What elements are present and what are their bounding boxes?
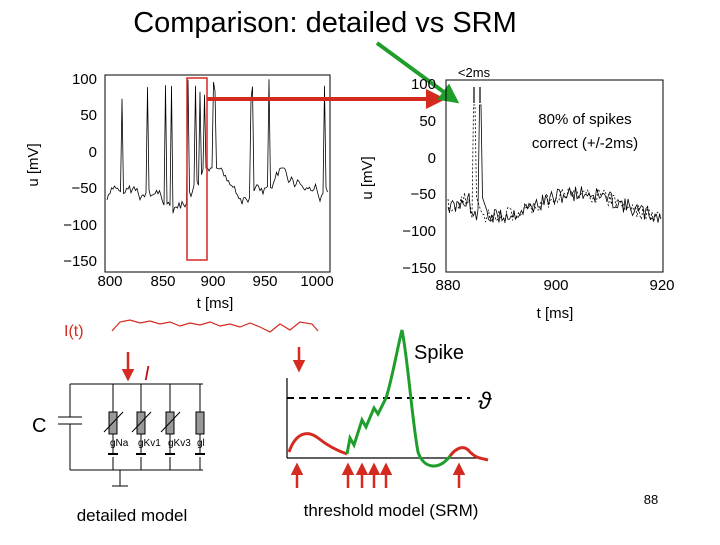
left-xlabel: t [ms] [197, 295, 234, 312]
psp-decay-curve [287, 432, 348, 456]
srm-diagram: ϑ [286, 329, 492, 488]
right-ytick-minus50: −50 [411, 186, 436, 203]
left-ytick-100: 100 [72, 71, 97, 88]
right-xtick-900: 900 [543, 277, 568, 294]
right-xtick-920: 920 [649, 277, 674, 294]
left-xtick-1000: 1000 [300, 273, 333, 290]
left-xtick-800: 800 [97, 273, 122, 290]
zoom-window-highlight [186, 77, 208, 261]
spike-waveform [345, 329, 452, 468]
left-ytick-0: 0 [89, 144, 97, 161]
right-voltage-plot: 100 50 0 −50 −100 −150 880 900 920 t [ms… [359, 76, 675, 322]
right-ytick-minus100: −100 [402, 223, 436, 240]
title-pointer-arrow [375, 41, 460, 104]
left-xtick-950: 950 [252, 273, 277, 290]
right-ylabel: u [mV] [359, 156, 376, 199]
capacitor-label: C [32, 415, 46, 437]
slide-number: 88 [644, 492, 658, 507]
threshold-symbol: ϑ [478, 388, 492, 415]
caption-threshold-model: threshold model (SRM) [304, 501, 479, 520]
caption-detailed-model: detailed model [77, 506, 188, 525]
circuit-diagram [58, 383, 205, 487]
branch-gkv3 [160, 384, 181, 470]
conductance-label-l: gl [197, 438, 205, 449]
current-symbol: I [144, 363, 150, 385]
left-ytick-minus50: −50 [72, 180, 97, 197]
left-ytick-50: 50 [80, 107, 97, 124]
timing-annotation: <2ms [458, 65, 491, 80]
left-voltage-trace [106, 79, 328, 214]
post-spike-curve [448, 446, 489, 462]
left-voltage-plot: 100 50 0 −50 −100 −150 800 850 900 950 1… [25, 71, 334, 312]
left-plot-frame [104, 74, 331, 273]
right-trace-detailed [447, 104, 662, 223]
input-current-trace [111, 319, 319, 333]
conductance-label-na: gNa [110, 438, 129, 449]
right-ytick-50: 50 [419, 113, 436, 130]
conductance-label-kv1: gKv1 [138, 438, 161, 449]
left-ylabel: u [mV] [25, 143, 42, 186]
conductance-label-kv3: gKv3 [168, 438, 191, 449]
accuracy-annotation-line2: correct (+/-2ms) [532, 135, 638, 152]
right-plot-frame [445, 79, 664, 273]
branch-gkv1 [131, 384, 152, 470]
branch-gl [195, 384, 205, 470]
spike-label: Spike [414, 342, 464, 364]
right-trace-srm [447, 104, 662, 224]
right-ytick-0: 0 [428, 150, 436, 167]
right-ytick-minus150: −150 [402, 260, 436, 277]
left-ytick-minus150: −150 [63, 253, 97, 270]
left-ytick-minus100: −100 [63, 217, 97, 234]
left-xtick-850: 850 [150, 273, 175, 290]
right-xtick-880: 880 [435, 277, 460, 294]
left-xtick-900: 900 [200, 273, 225, 290]
right-xlabel: t [ms] [537, 305, 574, 322]
right-ytick-100: 100 [411, 76, 436, 93]
branch-gna [103, 384, 124, 470]
input-current-label: I(t) [64, 323, 84, 340]
accuracy-annotation-line1: 80% of spikes [538, 111, 631, 128]
slide-title: Comparison: detailed vs SRM [133, 7, 517, 39]
